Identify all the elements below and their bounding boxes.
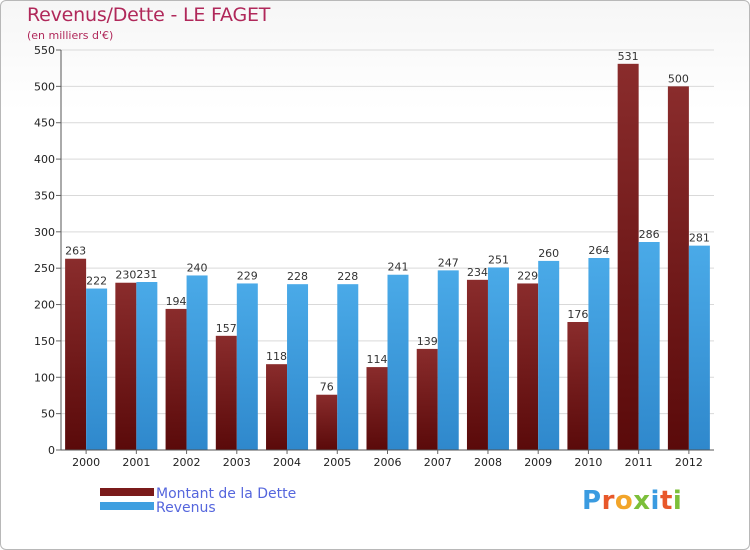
data-label-debt-2004: 118 — [266, 350, 287, 363]
legend: Montant de la Dette Revenus — [100, 486, 297, 516]
bar-revenue-2007 — [437, 270, 459, 450]
data-label-revenue-2010: 264 — [588, 244, 609, 257]
bar-revenue-2005 — [337, 284, 359, 450]
legend-item-revenue: Revenus — [100, 500, 296, 516]
bar-debt-2012 — [667, 86, 689, 450]
x-tick-label-2002: 2002 — [173, 456, 201, 469]
proxiti-logo: Proxiti — [582, 486, 682, 516]
data-label-revenue-2006: 241 — [388, 261, 409, 274]
x-tick-label-2008: 2008 — [474, 456, 502, 469]
bar-debt-2011 — [617, 63, 639, 451]
legend-item-debt: Montant de la Dette — [100, 486, 297, 502]
y-tick-label-550: 550 — [34, 44, 55, 57]
chart-subtitle: (en milliers d'€) — [27, 29, 114, 42]
bar-debt-2006 — [366, 367, 388, 450]
data-label-debt-2002: 194 — [166, 295, 187, 308]
y-tick-label-300: 300 — [34, 226, 55, 239]
legend-label-debt: Montant de la Dette — [156, 486, 297, 502]
logo-letter: x — [633, 486, 651, 516]
bar-debt-2007 — [416, 348, 438, 450]
data-label-debt-2005: 76 — [320, 381, 334, 394]
data-label-revenue-2002: 240 — [187, 261, 208, 274]
y-tick-label-150: 150 — [34, 335, 55, 348]
y-tick-label-400: 400 — [34, 153, 55, 166]
x-tick-label-2011: 2011 — [625, 456, 653, 469]
bar-revenue-2010 — [588, 258, 610, 450]
bar-revenue-2006 — [387, 274, 409, 450]
data-label-debt-2000: 263 — [65, 245, 86, 258]
bar-debt-2010 — [567, 322, 589, 450]
data-label-debt-2010: 176 — [567, 308, 588, 321]
x-tick-label-2001: 2001 — [122, 456, 150, 469]
y-tick-label-50: 50 — [41, 408, 55, 421]
data-label-revenue-2011: 286 — [639, 228, 660, 241]
data-label-revenue-2009: 260 — [538, 247, 559, 260]
data-label-debt-2012: 500 — [668, 72, 689, 85]
data-label-debt-2011: 531 — [618, 50, 639, 63]
y-tick-label-0: 0 — [48, 444, 55, 457]
bar-debt-2004 — [266, 364, 288, 450]
y-tick-label-200: 200 — [34, 299, 55, 312]
data-label-debt-2003: 157 — [216, 322, 237, 335]
logo-letter: P — [582, 486, 602, 516]
bar-debt-2003 — [215, 335, 237, 450]
x-tick-label-2003: 2003 — [223, 456, 251, 469]
legend-label-revenue: Revenus — [156, 500, 216, 516]
x-tick-label-2012: 2012 — [675, 456, 703, 469]
axes — [56, 49, 714, 454]
x-tick-label-2010: 2010 — [574, 456, 602, 469]
bar-revenue-2011 — [638, 242, 660, 450]
data-label-revenue-2007: 247 — [438, 256, 459, 269]
bars — [65, 63, 710, 451]
y-tick-label-500: 500 — [34, 80, 55, 93]
data-label-revenue-2012: 281 — [689, 232, 710, 245]
legend-swatch-debt — [100, 488, 154, 496]
data-label-revenue-2003: 229 — [237, 269, 258, 282]
bar-debt-2001 — [115, 282, 137, 450]
data-label-debt-2001: 230 — [115, 269, 136, 282]
data-label-debt-2006: 114 — [367, 353, 388, 366]
data-label-revenue-2005: 228 — [337, 270, 358, 283]
bar-revenue-2002 — [186, 275, 208, 450]
y-tick-label-100: 100 — [34, 371, 55, 384]
data-label-debt-2007: 139 — [417, 335, 438, 348]
data-label-revenue-2004: 228 — [287, 270, 308, 283]
chart-title: Revenus/Dette - LE FAGET — [27, 4, 271, 26]
bar-debt-2009 — [517, 283, 539, 450]
x-tick-label-2009: 2009 — [524, 456, 552, 469]
x-tick-label-2007: 2007 — [424, 456, 452, 469]
data-label-revenue-2001: 231 — [136, 268, 157, 281]
x-tick-label-2006: 2006 — [374, 456, 402, 469]
bar-revenue-2012 — [688, 245, 710, 450]
logo-letter: i — [672, 486, 683, 516]
y-tick-label-350: 350 — [34, 189, 55, 202]
legend-swatch-revenue — [100, 502, 154, 510]
logo-letter: i — [650, 486, 660, 516]
bar-debt-2008 — [466, 279, 488, 450]
x-tick-label-2004: 2004 — [273, 456, 301, 469]
logo-letter: o — [614, 486, 634, 516]
bar-debt-2002 — [165, 308, 187, 450]
y-tick-label-450: 450 — [34, 117, 55, 130]
x-tick-label-2000: 2000 — [72, 456, 100, 469]
data-label-revenue-2000: 222 — [86, 275, 107, 288]
bar-debt-2000 — [65, 258, 87, 450]
logo-letter: r — [601, 486, 615, 516]
data-label-revenue-2008: 251 — [488, 253, 509, 266]
bar-revenue-2000 — [86, 288, 108, 450]
labels: 0 50 100 150 200 250 300 350 400 450 500 550 2000 263… — [34, 44, 710, 469]
bar-revenue-2001 — [136, 282, 158, 450]
data-label-debt-2008: 234 — [467, 266, 488, 279]
bar-revenue-2009 — [538, 260, 560, 450]
data-label-debt-2009: 229 — [517, 269, 538, 282]
x-tick-label-2005: 2005 — [323, 456, 351, 469]
bar-revenue-2008 — [487, 267, 509, 450]
bar-revenue-2003 — [236, 283, 258, 450]
bar-debt-2005 — [316, 394, 338, 450]
bar-revenue-2004 — [287, 284, 309, 450]
y-tick-label-250: 250 — [34, 262, 55, 275]
logo-letter: t — [659, 486, 673, 516]
